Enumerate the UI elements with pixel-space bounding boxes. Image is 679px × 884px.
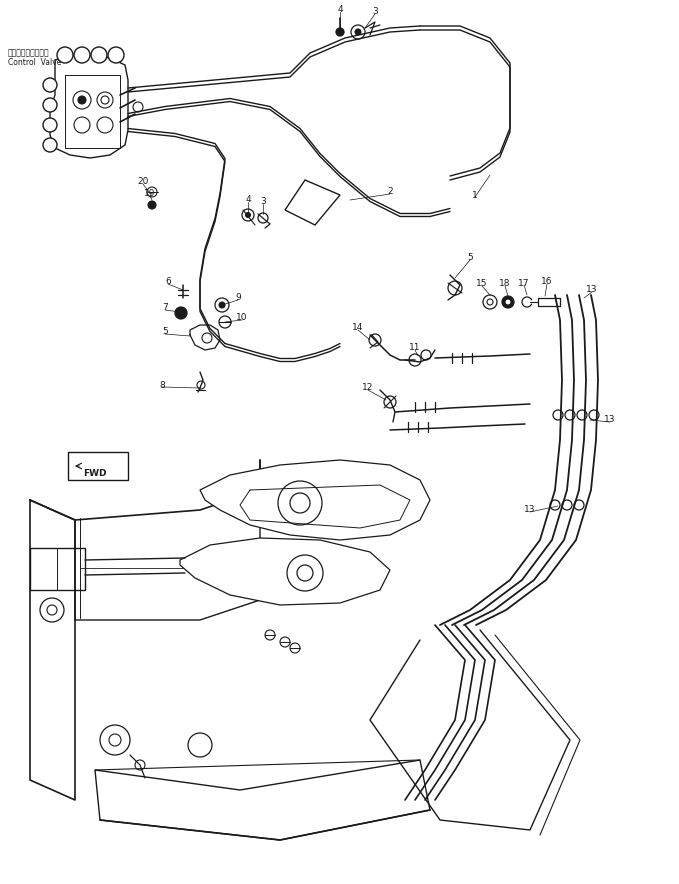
Text: 3: 3 bbox=[372, 7, 378, 17]
Polygon shape bbox=[200, 460, 430, 540]
Polygon shape bbox=[95, 760, 430, 840]
Circle shape bbox=[148, 201, 156, 209]
Text: 11: 11 bbox=[409, 344, 421, 353]
Circle shape bbox=[43, 118, 57, 132]
Bar bbox=[68, 452, 128, 480]
Circle shape bbox=[74, 47, 90, 63]
Text: 10: 10 bbox=[236, 314, 248, 323]
Text: 2: 2 bbox=[387, 187, 393, 196]
Text: 4: 4 bbox=[245, 195, 251, 204]
Circle shape bbox=[355, 29, 361, 35]
Text: 4: 4 bbox=[337, 5, 343, 14]
Text: 12: 12 bbox=[363, 384, 373, 392]
Text: 19: 19 bbox=[144, 189, 155, 199]
Circle shape bbox=[91, 47, 107, 63]
Circle shape bbox=[336, 28, 344, 36]
Polygon shape bbox=[180, 538, 390, 605]
Text: 6: 6 bbox=[165, 278, 171, 286]
Circle shape bbox=[502, 296, 514, 308]
Text: 18: 18 bbox=[499, 279, 511, 288]
Text: 14: 14 bbox=[352, 324, 364, 332]
Text: コントロールバルブ: コントロールバルブ bbox=[8, 48, 50, 57]
Circle shape bbox=[108, 47, 124, 63]
Text: 16: 16 bbox=[541, 278, 553, 286]
Text: Control  Valve: Control Valve bbox=[8, 58, 61, 67]
Circle shape bbox=[43, 78, 57, 92]
Text: 13: 13 bbox=[604, 415, 616, 424]
Polygon shape bbox=[50, 55, 128, 158]
Text: 5: 5 bbox=[467, 254, 473, 263]
Text: 7: 7 bbox=[162, 303, 168, 313]
Circle shape bbox=[43, 98, 57, 112]
Circle shape bbox=[175, 307, 187, 319]
Circle shape bbox=[505, 299, 511, 305]
Circle shape bbox=[219, 302, 225, 308]
Circle shape bbox=[43, 138, 57, 152]
Text: 15: 15 bbox=[476, 279, 488, 288]
Circle shape bbox=[246, 212, 251, 217]
Text: 1: 1 bbox=[472, 190, 478, 200]
Text: FWD: FWD bbox=[83, 469, 107, 478]
Text: 17: 17 bbox=[518, 278, 530, 287]
Text: 20: 20 bbox=[137, 178, 149, 187]
Text: 5: 5 bbox=[162, 327, 168, 337]
Circle shape bbox=[78, 96, 86, 104]
Circle shape bbox=[57, 47, 73, 63]
Text: 3: 3 bbox=[260, 197, 266, 207]
Text: 8: 8 bbox=[159, 380, 165, 390]
Text: 9: 9 bbox=[235, 293, 241, 302]
Text: 13: 13 bbox=[586, 286, 598, 294]
Text: 13: 13 bbox=[524, 506, 536, 514]
